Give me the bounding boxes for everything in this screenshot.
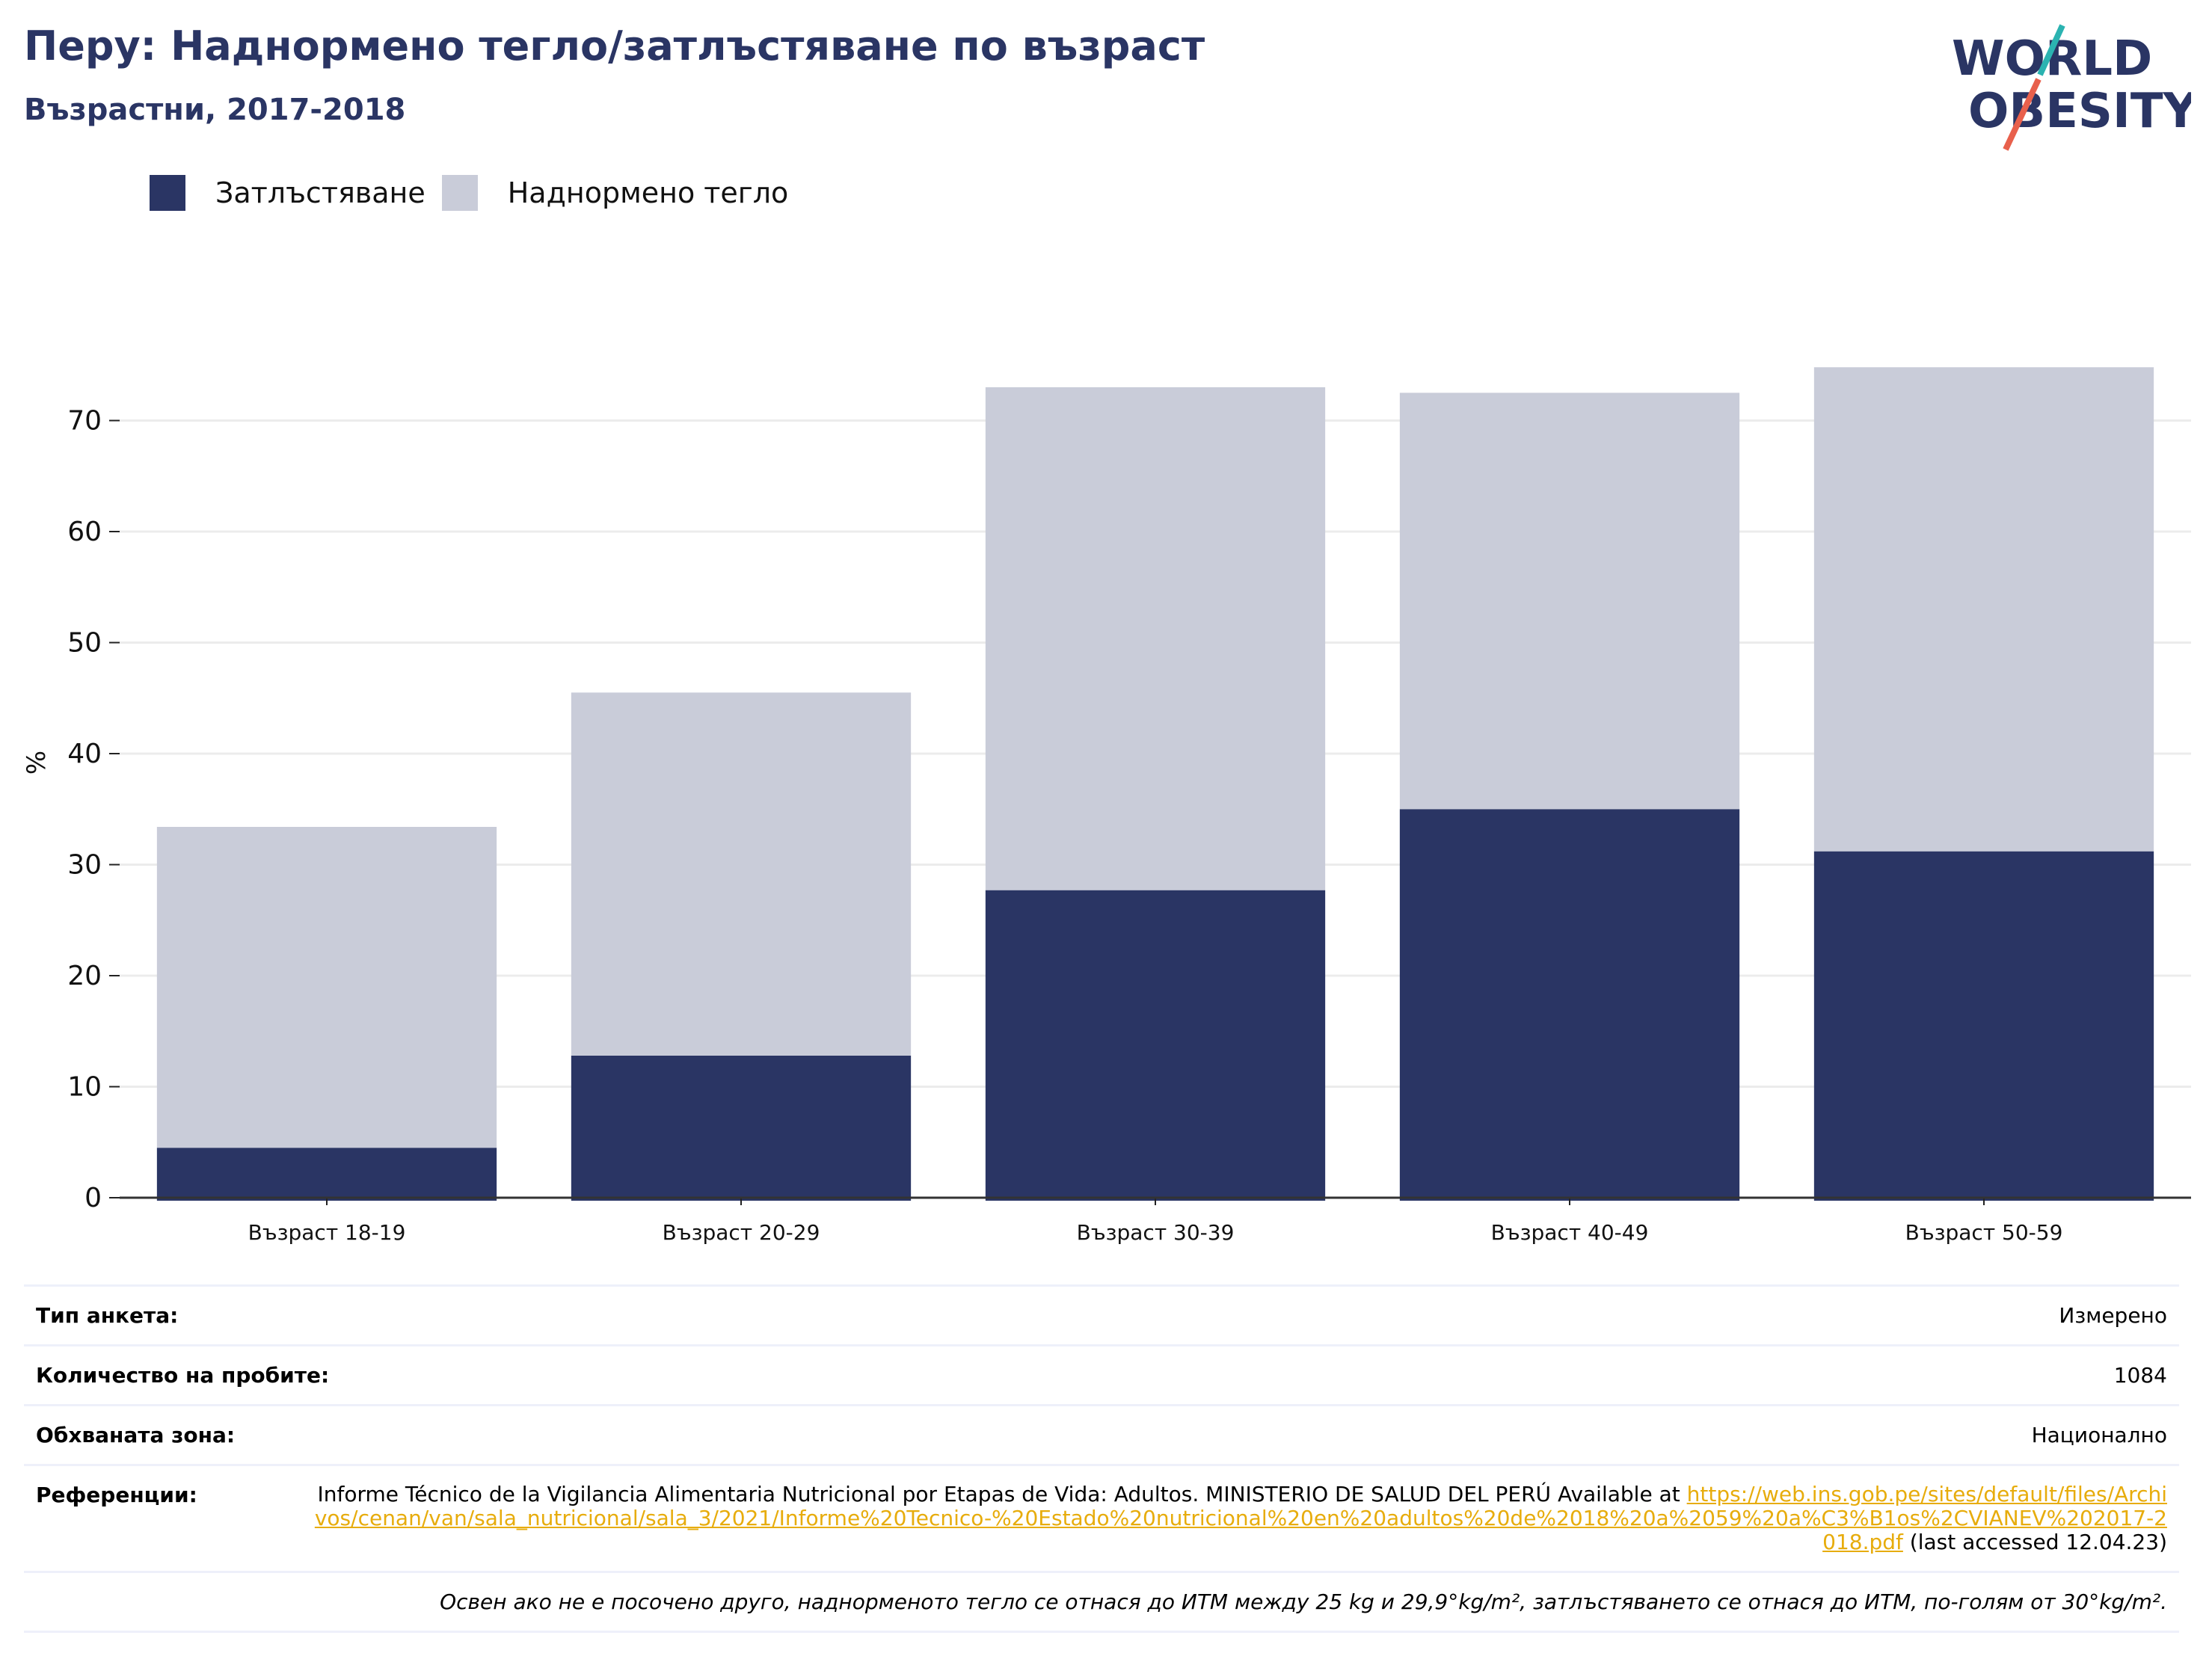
y-tick-label: 30 — [67, 850, 102, 881]
y-tick-label: 50 — [67, 628, 102, 659]
survey-info-table: Тип анкета: Измерено Количество на проби… — [24, 1284, 2179, 1633]
x-category-label: Възраст 30-39 — [1077, 1220, 1235, 1245]
stacked-bar-chart: 0 10 20 30 40 50 60 70 Възраст 18-19 Възраст 20-… — [22, 367, 2191, 1245]
area-label: Обхваната зона: — [36, 1423, 236, 1447]
bar-overweight — [1813, 367, 2154, 852]
bar-overweight — [985, 387, 1326, 890]
x-category-label: Възраст 20-29 — [663, 1220, 820, 1245]
legend-label-obesity: Затлъстяване — [215, 176, 425, 209]
info-row-sample-size: Количество на пробите: 1084 — [24, 1344, 2179, 1404]
references-label: Референции: — [36, 1483, 197, 1507]
bar-obesity — [571, 1055, 912, 1201]
legend-item-overweight: Наднормено тегло — [441, 175, 789, 211]
survey-type-value: Измерено — [2059, 1303, 2167, 1328]
bar-overweight — [571, 692, 912, 1056]
bar-obesity — [985, 890, 1326, 1201]
bar-overweight — [156, 827, 497, 1148]
info-row-references: Референции: Informe Técnico de la Vigila… — [24, 1464, 2179, 1571]
area-value: Национално — [2031, 1423, 2167, 1447]
y-tick-label: 0 — [85, 1183, 102, 1213]
legend-swatch-obesity — [150, 175, 185, 211]
bar-obesity — [156, 1148, 497, 1201]
y-tick-label: 70 — [67, 406, 102, 437]
bmi-definition-note: Освен ако не е посочено друго, наднормен… — [440, 1589, 2167, 1614]
x-axis-labels: Възраст 18-19 Възраст 20-29 Възраст 30-39 В… — [248, 1198, 2063, 1245]
y-tick-label: 10 — [67, 1072, 102, 1103]
bar-overweight — [1399, 393, 1740, 810]
bar-obesity — [1399, 809, 1740, 1201]
survey-type-label: Тип анкета: — [36, 1303, 179, 1328]
logo-text-world: WORLD — [1952, 31, 2152, 87]
chart-subtitle: Възрастни, 2017-2018 — [24, 93, 406, 127]
references-value: Informe Técnico de la Vigilancia Aliment… — [313, 1483, 2167, 1554]
y-axis-label: % — [22, 751, 52, 775]
references-accessed: (last accessed 12.04.23) — [1909, 1530, 2167, 1554]
chart-title: Перу: Наднормено тегло/затлъстяване по в… — [24, 22, 1205, 70]
legend-swatch-overweight — [441, 175, 478, 211]
logo-slash-coral — [2003, 78, 2042, 151]
x-category-label: Възраст 18-19 — [248, 1220, 406, 1245]
y-tick-label: 20 — [67, 961, 102, 991]
logo-text-obesity: OBESITY — [1968, 84, 2191, 139]
logo-slash-teal — [2037, 24, 2065, 76]
legend-label-overweight: Наднормено тегло — [507, 176, 789, 209]
world-obesity-logo: WORLD OBESITY — [1952, 24, 2191, 151]
y-axis-ticks: 0 10 20 30 40 50 60 70 — [67, 406, 120, 1213]
y-tick-label: 60 — [67, 517, 102, 547]
sample-size-label: Количество на пробите: — [36, 1363, 330, 1388]
chart-legend: Затлъстяване Наднормено тегло — [150, 170, 805, 215]
reference-link[interactable]: https://web.ins.gob.pe/sites/default/fil… — [314, 1482, 2167, 1554]
bar-obesity — [1813, 851, 2154, 1201]
legend-item-obesity: Затлъстяване — [150, 175, 425, 211]
y-tick-label: 40 — [67, 739, 102, 769]
info-row-survey-type: Тип анкета: Измерено — [24, 1284, 2179, 1344]
x-category-label: Възраст 50-59 — [1905, 1220, 2063, 1245]
info-row-area: Обхваната зона: Национално — [24, 1404, 2179, 1464]
bars — [156, 367, 2154, 1201]
x-category-label: Възраст 40-49 — [1491, 1220, 1649, 1245]
sample-size-value: 1084 — [2113, 1363, 2167, 1388]
references-text: Informe Técnico de la Vigilancia Aliment… — [317, 1482, 1680, 1506]
info-row-note: Освен ако не е посочено друго, наднормен… — [24, 1571, 2179, 1633]
